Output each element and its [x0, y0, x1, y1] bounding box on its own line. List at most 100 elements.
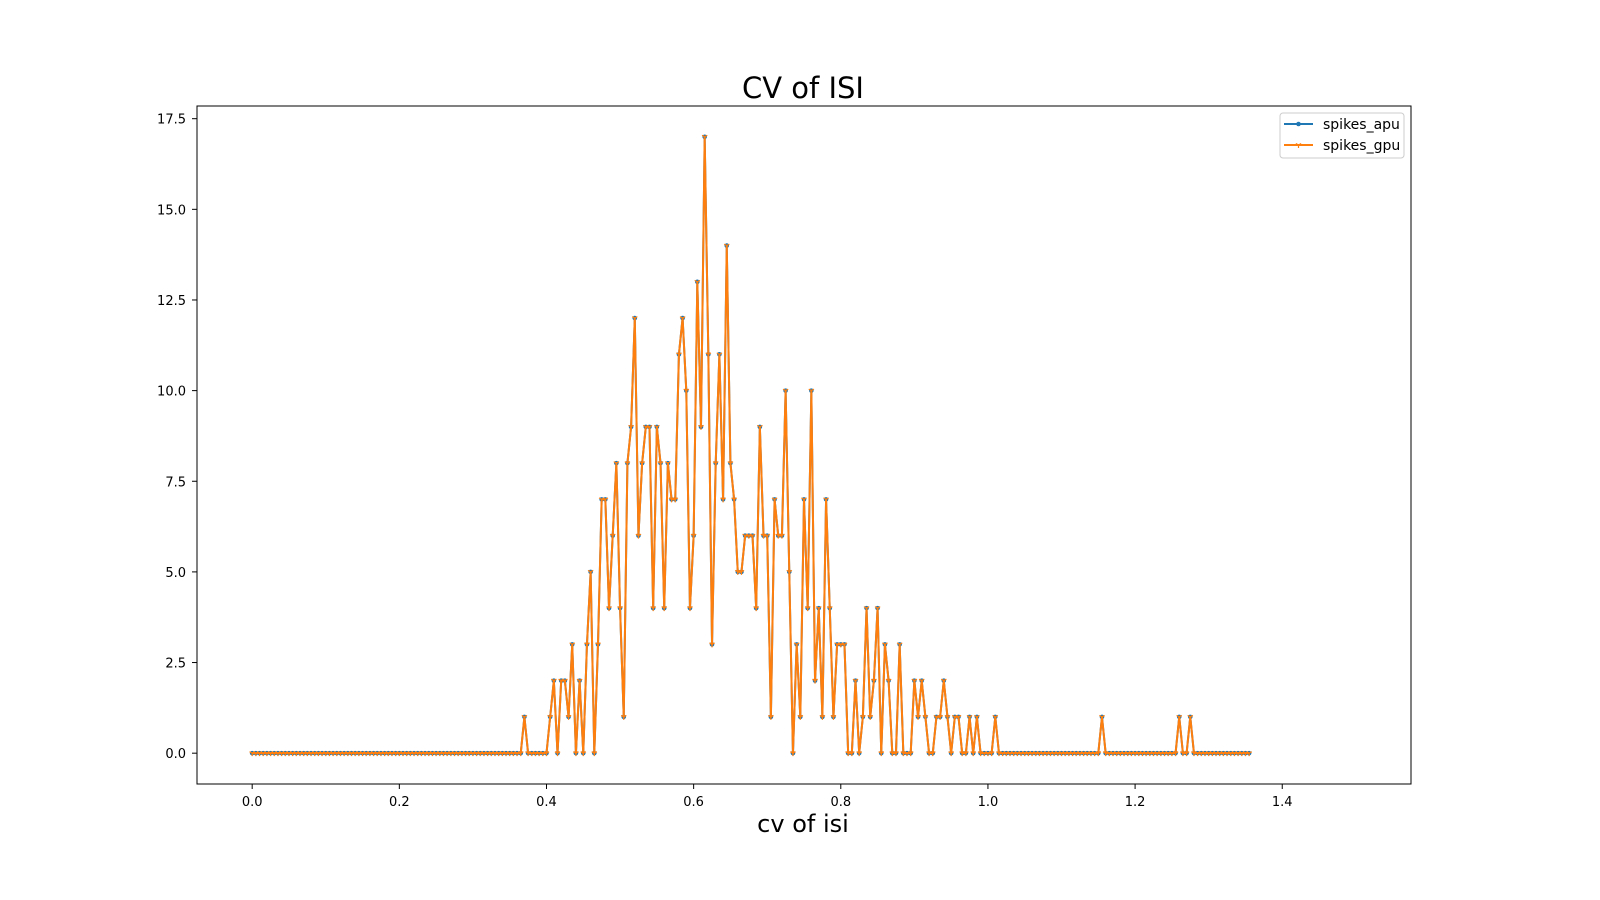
data-point-spikes_gpu	[830, 714, 837, 720]
data-point-spikes_gpu	[804, 606, 811, 612]
data-point-spikes_gpu	[911, 678, 918, 684]
data-point-spikes_gpu	[576, 678, 583, 684]
data-point-spikes_gpu	[749, 533, 756, 539]
data-point-spikes_gpu	[683, 388, 690, 394]
data-point-spikes_gpu	[679, 316, 686, 322]
data-point-spikes_gpu	[580, 751, 587, 757]
data-point-spikes_gpu	[698, 424, 704, 430]
data-point-spikes_gpu	[907, 751, 914, 757]
data-point-spikes_gpu	[764, 533, 771, 539]
data-point-spikes_gpu	[793, 642, 800, 648]
y-tick-label: 2.5	[165, 657, 186, 672]
data-point-spikes_gpu	[1176, 714, 1183, 720]
data-point-spikes_gpu	[584, 642, 590, 648]
data-point-spikes_gpu	[797, 714, 804, 720]
x-tick-label: 1.0	[978, 795, 999, 810]
data-point-spikes_gpu	[573, 751, 579, 757]
legend-label: spikes_gpu	[1323, 138, 1400, 154]
legend-marker	[1296, 121, 1301, 127]
data-point-spikes_gpu	[591, 751, 598, 757]
data-point-spikes_gpu	[709, 642, 715, 648]
data-point-spikes_gpu	[565, 714, 572, 720]
x-tick-label: 0.2	[389, 795, 410, 810]
data-point-spikes_gpu	[554, 751, 561, 757]
data-point-spikes_gpu	[587, 569, 594, 575]
data-point-spikes_gpu	[874, 606, 881, 612]
y-tick-label: 12.5	[157, 294, 186, 309]
x-axis: 0.0 0.2 0.4 0.6 0.8 1.0 1.2 1.4	[242, 784, 1293, 810]
y-tick-label: 15.0	[157, 203, 186, 218]
data-point-spikes_gpu	[870, 678, 877, 684]
data-point-spikes_gpu	[815, 606, 822, 612]
data-point-spikes_gpu	[878, 751, 885, 757]
data-point-spikes_gpu	[882, 642, 888, 648]
data-point-spikes_gpu	[915, 714, 921, 720]
data-point-spikes_gpu	[664, 461, 671, 467]
data-point-spikes_gpu	[1246, 751, 1253, 757]
data-point-spikes_gpu	[856, 751, 863, 757]
data-point-spikes_gpu	[940, 678, 947, 684]
data-point-spikes_gpu	[790, 751, 796, 757]
data-point-spikes_gpu	[893, 751, 899, 757]
y-tick-label: 17.5	[157, 113, 186, 128]
data-point-spikes_gpu	[767, 714, 774, 720]
data-point-spikes_gpu	[606, 606, 612, 612]
x-tick-label: 0.0	[242, 795, 263, 810]
data-point-spikes_gpu	[1099, 714, 1105, 720]
data-point-spikes_gpu	[657, 461, 664, 467]
data-point-spikes_gpu	[988, 751, 995, 757]
data-point-spikes_gpu	[819, 714, 826, 720]
data-point-spikes_gpu	[639, 461, 646, 467]
data-point-spikes_gpu	[631, 316, 638, 322]
data-point-spikes_gpu	[543, 751, 550, 757]
data-point-spikes_gpu	[801, 497, 807, 503]
data-point-spikes_gpu	[617, 606, 623, 612]
x-axis-label: cv of isi	[757, 810, 849, 838]
data-point-spikes_gpu	[672, 497, 679, 503]
data-point-spikes_gpu	[1187, 714, 1194, 720]
data-point-spikes_gpu	[937, 714, 944, 720]
data-point-spikes_gpu	[690, 533, 697, 539]
data-point-spikes_gpu	[609, 533, 616, 539]
data-point-spikes_gpu	[786, 569, 793, 575]
data-point-spikes_gpu	[653, 424, 660, 430]
data-point-spikes_gpu	[929, 751, 936, 757]
legend-marker	[1295, 142, 1302, 148]
data-point-spikes_gpu	[624, 461, 631, 467]
y-tick-label: 5.0	[165, 566, 186, 581]
data-point-spikes_gpu	[753, 606, 760, 612]
data-point-spikes_gpu	[1172, 751, 1179, 757]
axes-frame	[196, 105, 1412, 785]
data-point-spikes_gpu	[896, 642, 903, 648]
data-point-spikes_gpu	[716, 352, 723, 358]
data-point-spikes_gpu	[727, 461, 734, 467]
data-point-spikes_gpu	[720, 497, 726, 503]
data-point-spikes_gpu	[712, 461, 719, 467]
legend-label: spikes_apu	[1323, 117, 1400, 133]
data-point-spikes_gpu	[771, 497, 778, 503]
chart-title: CV of ISI	[742, 71, 864, 105]
data-point-spikes_gpu	[782, 388, 789, 394]
data-point-spikes_gpu	[859, 714, 866, 720]
data-point-spikes_gpu	[823, 497, 829, 503]
y-tick-label: 0.0	[165, 747, 186, 762]
data-point-spikes_gpu	[992, 714, 999, 720]
data-point-spikes_gpu	[867, 714, 874, 720]
legend: spikes_apu spikes_gpu	[1279, 112, 1405, 159]
data-point-spikes_gpu	[944, 714, 951, 720]
data-point-spikes_gpu	[635, 533, 642, 539]
data-point-spikes_gpu	[808, 388, 815, 394]
data-point-spikes_gpu	[521, 714, 528, 720]
data-point-spikes_gpu	[569, 642, 576, 648]
data-point-spikes_gpu	[966, 714, 973, 720]
data-point-spikes_gpu	[1183, 751, 1190, 757]
data-point-spikes_gpu	[970, 751, 977, 757]
data-point-spikes_gpu	[852, 678, 859, 684]
data-point-spikes_gpu	[848, 751, 855, 757]
data-point-spikes_gpu	[955, 714, 962, 720]
x-tick-label: 1.4	[1272, 795, 1293, 810]
data-point-spikes_gpu	[1095, 751, 1102, 757]
data-point-spikes_gpu	[948, 751, 955, 757]
data-point-spikes_gpu	[650, 606, 657, 612]
